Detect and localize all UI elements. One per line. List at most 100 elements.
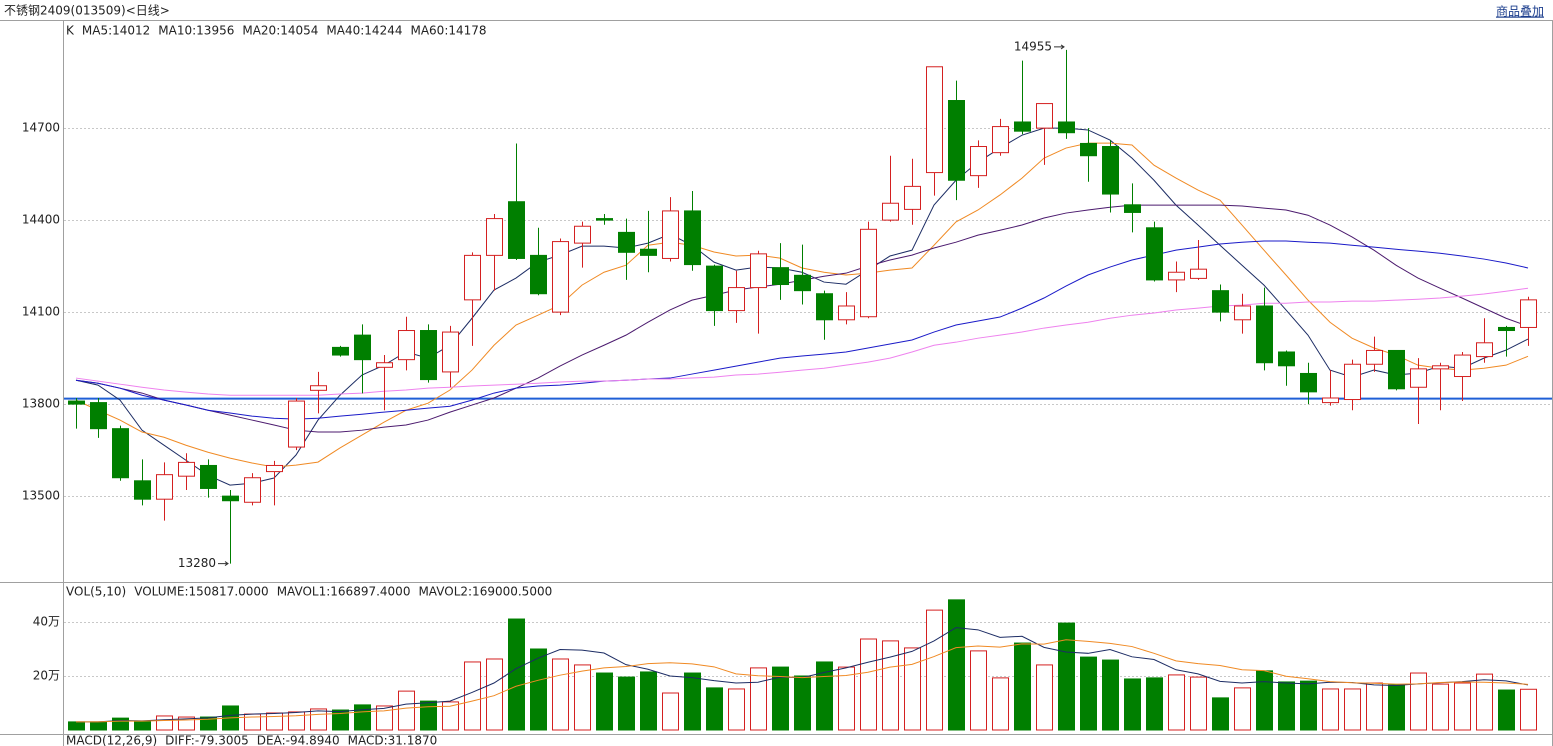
- volume-bar: [750, 667, 767, 731]
- volume-bar: [332, 709, 349, 731]
- candle-body: [354, 334, 371, 361]
- volume-bar: [552, 658, 569, 731]
- candle-body: [178, 461, 195, 477]
- volume-bar: [376, 705, 393, 731]
- candle-body: [1212, 290, 1229, 313]
- volume-bar: [442, 701, 459, 731]
- candle-body: [552, 241, 569, 313]
- legend-entry: MA20:14054: [242, 24, 318, 38]
- candle-body: [1344, 363, 1361, 401]
- candle-body: [1168, 271, 1185, 281]
- volume-bar: [68, 721, 85, 731]
- legend-entry: MACD(12,26,9): [66, 734, 157, 746]
- candle-body: [288, 400, 305, 448]
- candle-body: [1388, 349, 1405, 390]
- candle-body: [816, 293, 833, 321]
- volume-bar: [288, 711, 305, 731]
- legend-entry: MA60:14178: [410, 24, 486, 38]
- volume-bar: [398, 690, 415, 731]
- volume-bar: [1256, 670, 1273, 731]
- candle-body: [970, 146, 987, 177]
- legend-entry: VOL(5,10): [66, 585, 126, 599]
- candle-body: [640, 248, 657, 256]
- volume-bar: [662, 692, 679, 731]
- candle-body: [926, 66, 943, 174]
- candle-body: [904, 185, 921, 210]
- candle-body: [464, 254, 481, 301]
- volume-bar: [948, 599, 965, 731]
- extreme-label: 14955: [1014, 39, 1052, 53]
- volume-bar: [596, 672, 613, 731]
- candle-body: [1256, 305, 1273, 364]
- volume-bar: [1476, 673, 1493, 731]
- y-tick-label: 14700: [22, 121, 60, 135]
- volume-bar: [618, 676, 635, 731]
- candle-body: [332, 346, 349, 356]
- candle-body: [684, 210, 701, 266]
- ma-line: [76, 639, 1529, 723]
- volume-bar: [1080, 656, 1097, 731]
- candle-body: [266, 464, 283, 473]
- volume-bar: [838, 666, 855, 731]
- candle-body: [772, 267, 789, 286]
- overlay-link[interactable]: 商品叠加: [1496, 4, 1544, 19]
- candle-body: [68, 400, 85, 405]
- candle-body: [1410, 368, 1427, 388]
- candle-body: [134, 480, 151, 500]
- legend-entry: MA10:13956: [158, 24, 234, 38]
- volume-bar: [90, 721, 107, 731]
- candle-body: [1300, 372, 1317, 393]
- candle-body: [112, 428, 129, 479]
- legend-entry: MA40:14244: [326, 24, 402, 38]
- volume-bar: [420, 700, 437, 731]
- candle-body: [90, 402, 107, 430]
- volume-bar: [1168, 674, 1185, 731]
- volume-bar: [904, 647, 921, 731]
- candle-body: [860, 228, 877, 318]
- volume-bar: [1520, 688, 1537, 731]
- candle-body: [1498, 326, 1515, 332]
- header-title: 不锈钢2409(013509)<日线>: [4, 4, 170, 18]
- volume-bar: [1014, 642, 1031, 731]
- volume-bar: [266, 712, 283, 731]
- volume-bar: [926, 609, 943, 731]
- volume-bar: [1124, 678, 1141, 731]
- candle-body: [200, 464, 217, 489]
- extreme-label: 13280: [178, 556, 216, 570]
- candle-body: [794, 274, 811, 292]
- y-tick-label: 14400: [22, 213, 60, 227]
- candle-body: [596, 218, 613, 221]
- volume-bar: [816, 661, 833, 731]
- volume-bar: [486, 658, 503, 731]
- candle-body: [1058, 121, 1075, 134]
- y-tick-label: 13500: [22, 489, 60, 503]
- candle-body: [398, 330, 415, 361]
- volume-bar: [728, 688, 745, 731]
- candle-body: [1014, 121, 1031, 132]
- candle-body: [728, 287, 745, 312]
- volume-bar: [772, 666, 789, 731]
- volume-bar: [508, 618, 525, 731]
- volume-bar: [1322, 688, 1339, 731]
- candle-body: [1124, 204, 1141, 213]
- volume-bar: [1366, 682, 1383, 731]
- volume-bar: [530, 648, 547, 731]
- volume-bar: [112, 717, 129, 731]
- candle-body: [750, 253, 767, 289]
- candle-body: [1322, 397, 1339, 404]
- volume-bar: [1454, 682, 1471, 731]
- legend-entry: VOLUME:150817.0000: [134, 585, 268, 599]
- volume-bar: [1234, 687, 1251, 731]
- volume-bar: [992, 677, 1009, 731]
- candle-body: [948, 100, 965, 181]
- candle-body: [1234, 305, 1251, 321]
- volume-bar: [200, 716, 217, 731]
- candle-body: [508, 201, 525, 259]
- candle-body: [574, 225, 591, 244]
- candle-body: [662, 210, 679, 259]
- extreme-arrow: [1054, 44, 1065, 50]
- volume-bar: [1102, 659, 1119, 731]
